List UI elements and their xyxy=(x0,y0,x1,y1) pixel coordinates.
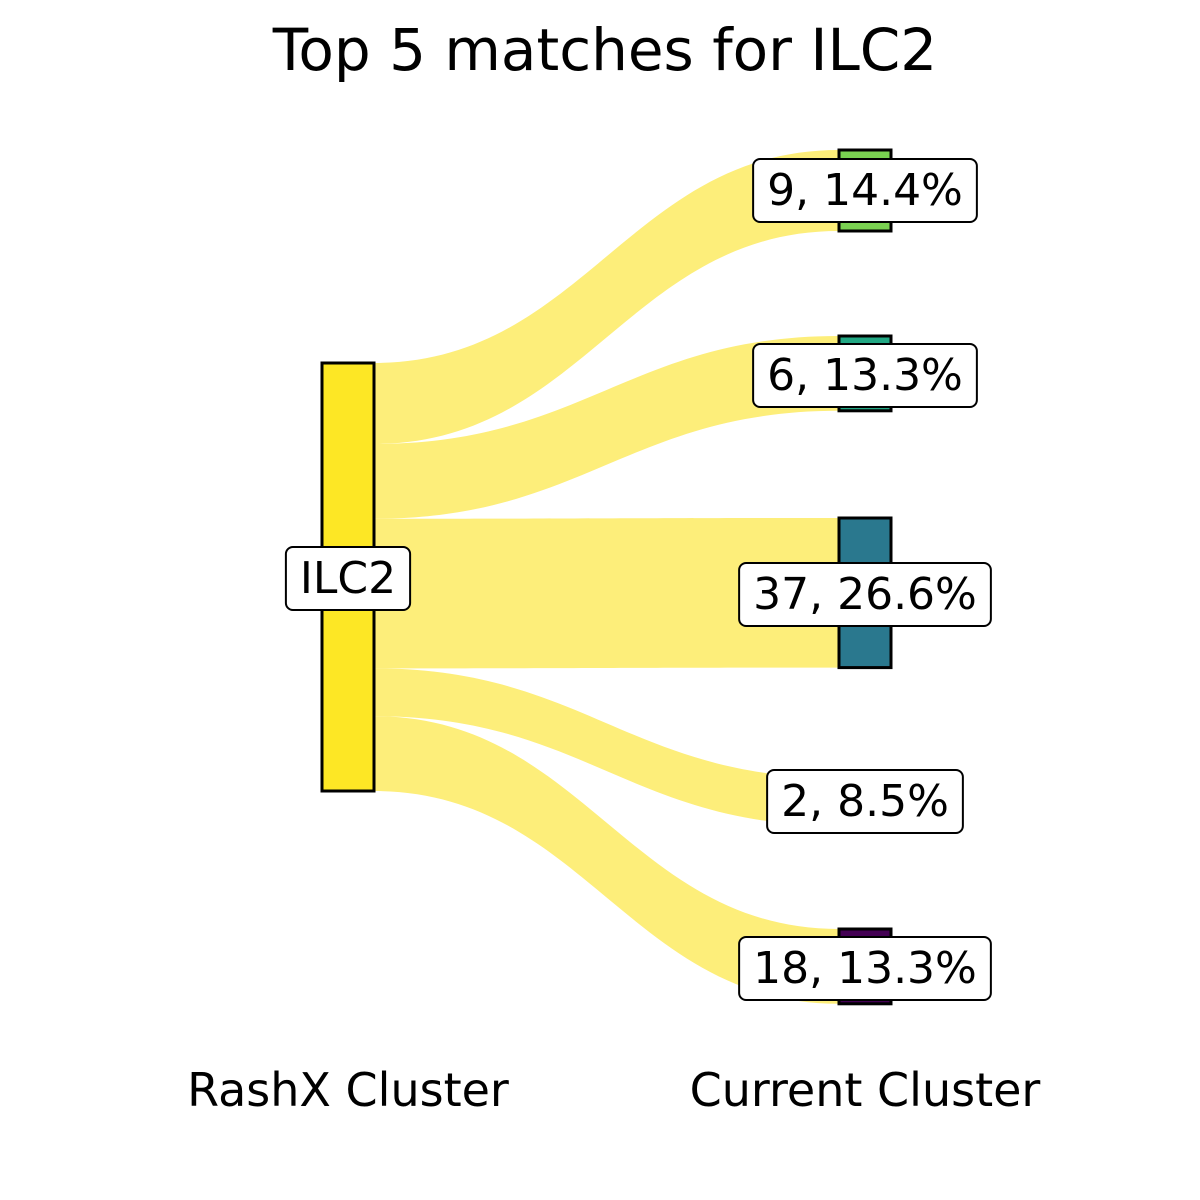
target-node-label-3-text: 37, 26.6% xyxy=(753,569,977,620)
flow-link-3 xyxy=(374,518,839,669)
right-axis-label: Current Cluster xyxy=(690,1063,1041,1117)
flow-link-1 xyxy=(374,150,839,444)
flow-links xyxy=(374,150,839,1004)
target-node-label-4: 2, 8.5% xyxy=(766,769,964,834)
target-node-label-3-box xyxy=(738,562,992,627)
flow-link-2 xyxy=(374,336,839,519)
target-node-label-2-box xyxy=(752,343,978,408)
target-node-label-4-box xyxy=(766,769,964,834)
left-axis-label: RashX Cluster xyxy=(187,1063,509,1117)
target-node-label-1-box xyxy=(752,158,978,223)
target-node-label-5-text: 18, 13.3% xyxy=(753,943,977,994)
target-node-label-1: 9, 14.4% xyxy=(752,158,978,223)
target-node-label-2-text: 6, 13.3% xyxy=(767,350,963,401)
target-node-label-5-box xyxy=(738,936,992,1001)
target-node-label-2: 6, 13.3% xyxy=(752,343,978,408)
node-labels: ILC2 9, 14.4% 6, 13.3% 37, 26.6% 2, 8.5% 18, … xyxy=(284,158,992,1001)
flow-link-5 xyxy=(374,716,839,1004)
target-node-label-4-text: 2, 8.5% xyxy=(781,776,949,827)
source-node-label: ILC2 xyxy=(284,546,412,611)
chart-title: Top 5 matches for ILC2 xyxy=(272,16,937,84)
target-node-label-5: 18, 13.3% xyxy=(738,936,992,1001)
source-node-label-box xyxy=(284,546,412,611)
target-node-label-1-text: 9, 14.4% xyxy=(767,165,963,216)
flow-link-4 xyxy=(374,668,839,826)
source-node-label-text: ILC2 xyxy=(300,553,396,604)
target-node-label-3: 37, 26.6% xyxy=(738,562,992,627)
